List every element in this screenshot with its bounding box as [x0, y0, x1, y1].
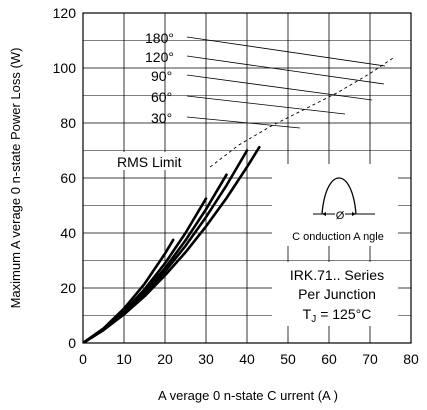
info-box-background	[272, 262, 398, 326]
series-label-3: 60°	[151, 89, 172, 105]
y-tick-label: 0	[68, 335, 76, 351]
x-tick-label: 50	[280, 351, 296, 367]
curves	[83, 145, 261, 343]
inset-background	[272, 164, 398, 246]
leader-line-2	[186, 74, 373, 101]
y-tick-label: 80	[60, 115, 76, 131]
per-junction-text: Per Junction	[298, 286, 376, 302]
x-axis-title: A verage 0 n-state C urrent (A )	[158, 388, 338, 403]
conduction-angle-inset: Ø C onduction A ngle	[272, 164, 398, 246]
y-tick-label: 40	[60, 225, 76, 241]
conduction-angle-label: C onduction A ngle	[292, 231, 384, 243]
series-label-1: 120°	[145, 49, 174, 65]
phi-label: Ø	[336, 210, 345, 222]
x-tick-label: 0	[79, 351, 87, 367]
y-tick-label: 120	[53, 5, 77, 21]
series-labels: 180° 120° 90° 60° 30°	[145, 30, 174, 126]
phi-arrowheads	[322, 212, 356, 216]
x-tick-label: 80	[403, 351, 419, 367]
x-tick-label: 40	[239, 351, 255, 367]
plot-frame	[82, 12, 412, 344]
x-tick-label: 20	[157, 351, 173, 367]
half-sine-shape	[321, 177, 357, 215]
x-tick-label: 30	[198, 351, 214, 367]
rms-label-background	[113, 152, 201, 170]
device-info-box: IRK.71.. Series Per Junction TJ = 125°C	[272, 262, 398, 326]
leader-line-1	[186, 55, 385, 85]
leader-line-4	[186, 116, 301, 129]
x-tick-label: 10	[116, 351, 132, 367]
series-label-2: 90°	[151, 68, 172, 84]
series-name-text: IRK.71.. Series	[290, 267, 384, 283]
x-tick-label: 70	[362, 351, 378, 367]
series-line-4	[83, 238, 175, 343]
tj-value: = 125°C	[320, 306, 371, 322]
leader-line-0	[186, 36, 386, 67]
series-label-4: 30°	[151, 110, 172, 126]
leader-line-3	[186, 95, 346, 115]
label-leaders	[186, 36, 386, 129]
tick-labels: 0 10 20 30 40 50 60 70 80 0 20 40 60 80 100 120	[53, 5, 419, 367]
tj-symbol: T	[303, 306, 312, 322]
x-tick-label: 60	[321, 351, 337, 367]
phi-gap	[335, 208, 345, 220]
series-label-0: 180°	[145, 30, 174, 46]
y-tick-label: 20	[60, 280, 76, 296]
y-tick-label: 60	[60, 170, 76, 186]
rms-limit-label: RMS Limit	[117, 154, 182, 170]
tj-subscript: J	[311, 314, 316, 325]
junction-temperature-text: TJ = 125°C	[303, 306, 372, 325]
y-axis-title: Maximum A verage 0 n-state Power Loss (W…	[8, 48, 23, 309]
y-tick-label: 100	[53, 60, 77, 76]
